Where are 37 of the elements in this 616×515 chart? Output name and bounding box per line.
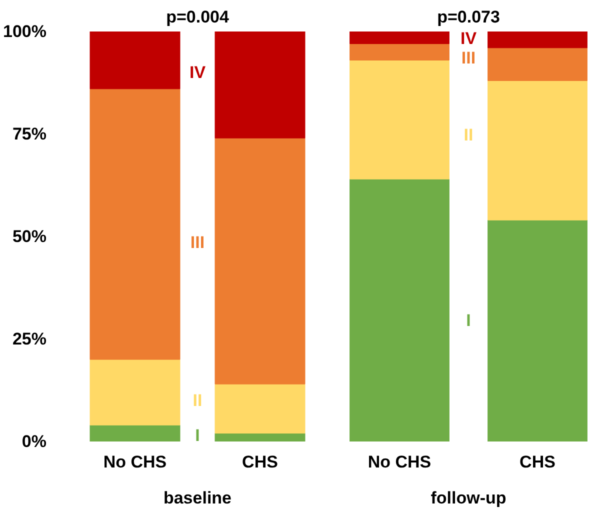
bar <box>90 88 180 360</box>
x-tick-label: No CHS <box>368 452 432 472</box>
y-tick-label: 25% <box>12 330 47 348</box>
series-label: I <box>466 311 471 330</box>
bar <box>214 32 306 138</box>
x-tick-label: CHS <box>520 452 556 472</box>
x-axis-title: baseline <box>163 488 232 508</box>
series-label: I <box>195 426 200 445</box>
bar <box>350 60 450 180</box>
x-axis-title: follow-up <box>430 488 506 508</box>
bar <box>350 32 450 44</box>
bar <box>90 32 180 90</box>
bar <box>90 424 180 442</box>
series-label: II <box>192 391 202 410</box>
bar <box>90 359 180 426</box>
y-tick-label: 100% <box>3 22 47 41</box>
x-tick-label: No CHS <box>103 452 167 472</box>
bar <box>214 138 306 384</box>
bar <box>488 32 588 48</box>
bar <box>488 48 588 81</box>
series-label: IV <box>189 63 206 82</box>
bar <box>488 80 588 220</box>
series-label: II <box>464 126 474 145</box>
y-tick-label: 0% <box>22 432 47 451</box>
bar <box>214 433 306 442</box>
y-tick-label: 50% <box>12 227 47 246</box>
chart-title: p=0.004 <box>166 8 230 26</box>
chart-title: p=0.073 <box>437 8 500 26</box>
bar <box>350 178 450 442</box>
series-label: III <box>190 233 205 252</box>
bar <box>214 384 306 434</box>
bar <box>350 44 450 60</box>
series-label: III <box>461 48 476 68</box>
x-tick-label: CHS <box>242 452 278 472</box>
series-label: IV <box>460 29 478 48</box>
y-tick-label: 75% <box>12 124 47 144</box>
bar <box>488 220 588 442</box>
